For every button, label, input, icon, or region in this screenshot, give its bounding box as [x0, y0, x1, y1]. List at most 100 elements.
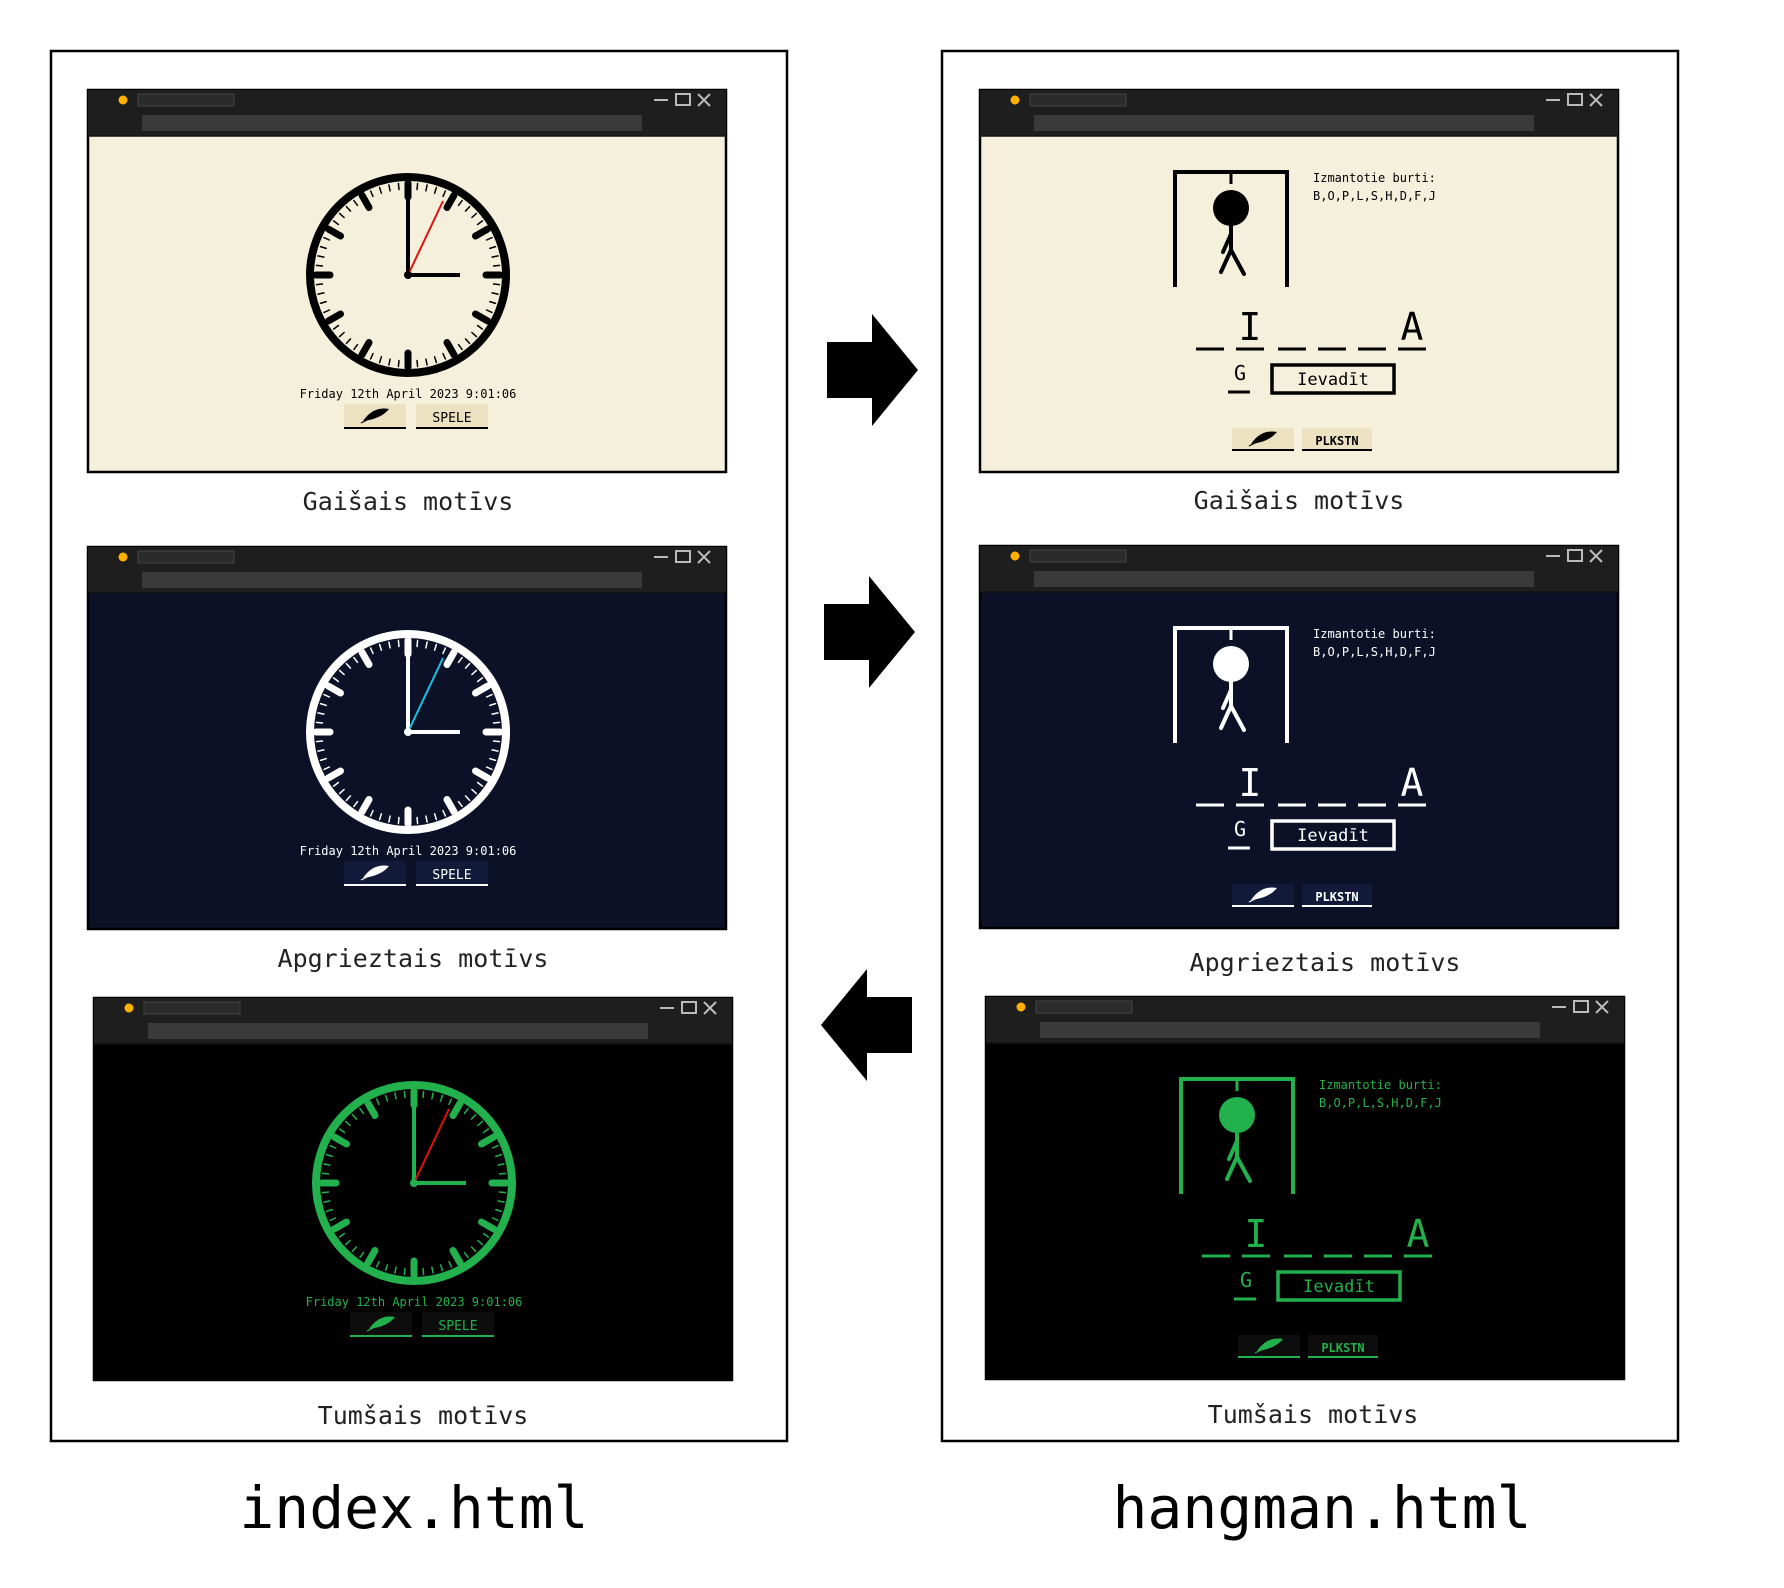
arrow-left-icon: [821, 969, 912, 1081]
hour-mark: [478, 1133, 498, 1148]
minute-mark: [315, 740, 324, 743]
used-letters-label: Izmantotie burti:: [1313, 627, 1436, 641]
minute-mark: [471, 331, 478, 338]
index-inverted-window: Friday 12th April 2023 9:01:06 SPELE: [86, 545, 728, 931]
minute-mark: [323, 236, 331, 241]
minute-mark: [353, 199, 359, 207]
minute-mark: [375, 1260, 380, 1268]
minute-mark: [442, 352, 447, 360]
title-bar: [986, 997, 1624, 1017]
file-label-index: index.html: [239, 1474, 588, 1542]
minute-mark: [431, 1266, 434, 1274]
feather-quill: [1248, 889, 1274, 903]
minute-mark: [489, 702, 497, 707]
hangman-body: [1225, 1131, 1252, 1183]
minute-mark: [457, 343, 463, 351]
minute-mark: [470, 1113, 477, 1120]
minute-mark: [403, 1090, 406, 1099]
clock-button: [1308, 1335, 1378, 1357]
minute-mark: [375, 1098, 380, 1106]
minute-mark: [397, 639, 400, 648]
browser-tab: [137, 93, 235, 107]
minute-mark: [319, 245, 327, 250]
minute-mark: [345, 205, 352, 212]
minute-mark: [471, 669, 478, 676]
minute-mark: [321, 1191, 330, 1194]
minute-mark: [491, 1217, 499, 1222]
hangman-body: [1219, 680, 1246, 732]
minute-mark: [425, 358, 428, 366]
hangman-head: [1213, 646, 1249, 682]
enter-button: [1276, 1270, 1402, 1302]
address-bar: [1034, 571, 1534, 587]
minute-mark: [492, 264, 501, 267]
word-letter: A: [1407, 1212, 1430, 1256]
caption-index-dark: Tumšais motīvs: [318, 1401, 529, 1430]
minute-mark: [497, 1163, 505, 1166]
feather-quill: [1248, 433, 1274, 447]
minute-mark: [345, 795, 352, 802]
hour-mark: [324, 767, 344, 782]
address-bar: [142, 572, 642, 588]
minute-mark: [317, 255, 325, 258]
datetime-label: Friday 12th April 2023 9:01:06: [300, 844, 517, 858]
minute-mark: [388, 641, 391, 649]
minute-mark: [416, 639, 419, 648]
enter-button-label: Ievadīt: [1297, 826, 1369, 846]
clock-button-label: PLKSTN: [1321, 1341, 1364, 1355]
clock-face: [306, 630, 510, 834]
maximize-icon: [1567, 549, 1583, 562]
minute-mark: [403, 1267, 406, 1276]
clock-button-label: PLKSTN: [1315, 434, 1358, 448]
used-letters-label: Izmantotie burti:: [1319, 1078, 1442, 1092]
hangman-head: [1213, 190, 1249, 226]
minute-mark: [338, 1128, 346, 1134]
minute-mark: [394, 1266, 397, 1274]
game-button: [422, 1312, 494, 1336]
minute-mark: [498, 1191, 507, 1194]
minute-mark: [489, 300, 497, 305]
minute-mark: [369, 352, 374, 360]
letter-input: G: [1234, 361, 1246, 385]
minute-mark: [497, 1200, 505, 1203]
minute-mark: [433, 356, 438, 364]
minute-mark: [425, 184, 428, 192]
game-button: [416, 404, 488, 428]
minute-mark: [378, 356, 383, 364]
minute-mark: [338, 331, 345, 338]
enter-button: [1270, 819, 1396, 851]
hour-mark: [324, 310, 344, 325]
window-frame: [86, 88, 728, 474]
enter-button: [1270, 363, 1396, 395]
minute-mark: [323, 1200, 331, 1203]
minute-mark: [416, 182, 419, 191]
hangman-head: [1219, 1097, 1255, 1133]
game-button-label: SPELE: [438, 1319, 477, 1334]
minute-mark: [431, 1092, 434, 1100]
feather-quill: [1254, 1340, 1280, 1354]
minute-mark: [323, 766, 331, 771]
close-icon: [697, 550, 711, 564]
clock-button-label: PLKSTN: [1315, 890, 1358, 904]
minute-mark: [416, 359, 419, 368]
title-bar: [94, 998, 732, 1018]
minute-mark: [315, 283, 324, 286]
minute-mark: [439, 1264, 444, 1272]
caption-hangman-dark: Tumšais motīvs: [1208, 1400, 1419, 1429]
window-dot-icon: [118, 552, 128, 562]
word-letter: I: [1245, 1212, 1268, 1256]
minute-mark: [351, 1113, 358, 1120]
minute-mark: [442, 809, 447, 817]
enter-button-label: Ievadīt: [1297, 370, 1369, 390]
minute-mark: [369, 190, 374, 198]
title-bar: [88, 90, 726, 110]
minute-mark: [394, 1092, 397, 1100]
index-dark-window: Friday 12th April 2023 9:01:06 SPELE: [92, 996, 734, 1382]
maximize-icon: [675, 93, 691, 106]
enter-button-label: Ievadīt: [1303, 1277, 1375, 1297]
maximize-icon: [1567, 93, 1583, 106]
minute-mark: [485, 309, 493, 314]
clock-face: [312, 1081, 516, 1285]
arrow-right-icon: [824, 576, 915, 688]
